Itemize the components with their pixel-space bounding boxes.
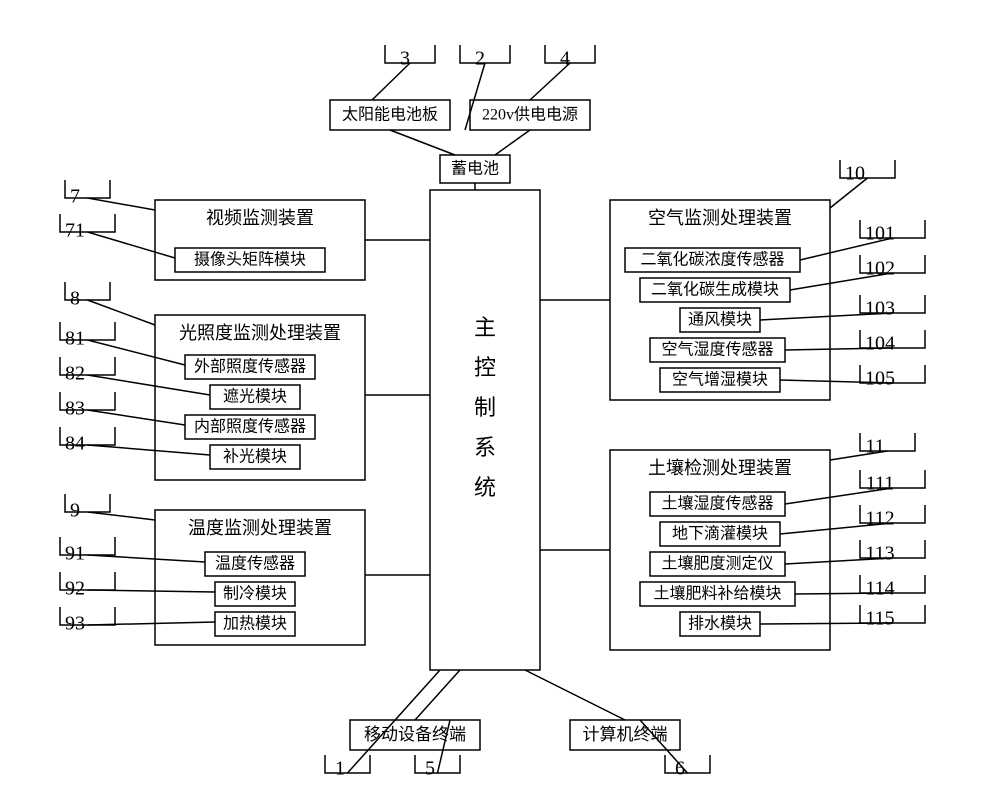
co2-sensor-label: 二氧化碳浓度传感器 [640, 251, 784, 269]
callout-bracket-6 [665, 755, 710, 773]
callout-num-6: 6 [675, 758, 685, 780]
vent-label: 通风模块 [688, 311, 752, 329]
ext-light-sensor-label: 外部照度传感器 [194, 358, 306, 376]
video-title: 视频监测装置 [206, 208, 314, 228]
conn-solar-battery [390, 130, 455, 155]
callout-num-103: 103 [865, 298, 895, 320]
central-label: 主 [474, 315, 496, 340]
callout-num-1: 1 [335, 758, 345, 780]
cam-matrix-label: 摄像头矩阵模块 [194, 251, 306, 269]
power220-label: 220v供电电源 [482, 106, 578, 124]
heating-label: 加热模块 [223, 615, 287, 633]
callout-num-92: 92 [65, 578, 85, 600]
fert-supply-label: 土壤肥料补给模块 [653, 584, 781, 603]
callout-num-111: 111 [866, 473, 895, 495]
callout-leader-83 [88, 410, 186, 425]
co2-gen-label: 二氧化碳生成模块 [651, 281, 779, 299]
callout-leader-7 [88, 198, 156, 210]
system-block-diagram: 主控制系统 太阳能电池板 220v供电电源蓄电池视频监测装置摄像头矩阵模块光照度监测… [0, 0, 1000, 806]
callout-num-101: 101 [865, 223, 895, 245]
callout-num-82: 82 [65, 363, 85, 385]
callout-leader-82 [88, 375, 211, 395]
central-label: 统 [474, 475, 496, 500]
solar-label: 太阳能电池板 [342, 106, 438, 124]
callout-num-9: 9 [70, 500, 80, 522]
temp-sensor-label: 温度传感器 [215, 555, 295, 573]
shade-label: 遮光模块 [223, 388, 287, 406]
callout-num-10: 10 [845, 163, 865, 185]
air-title: 空气监测处理装置 [648, 208, 792, 228]
callout-num-112: 112 [865, 508, 894, 530]
callout-bracket-1 [325, 755, 370, 773]
callout-leader-9 [88, 512, 156, 520]
soil-humid-sensor-label: 土壤湿度传感器 [661, 494, 773, 513]
callout-leader-81 [88, 340, 186, 365]
drip-label: 地下滴灌模块 [672, 525, 768, 543]
cooling-label: 制冷模块 [223, 585, 287, 603]
int-light-sensor-label: 内部照度传感器 [194, 418, 306, 436]
battery-label: 蓄电池 [451, 160, 499, 178]
callout-bracket-4 [545, 45, 595, 63]
callout-leader-8 [88, 300, 156, 325]
central-label: 系 [474, 435, 496, 460]
callout-num-113: 113 [865, 543, 894, 565]
fertility-label: 土壤肥度测定仪 [661, 554, 773, 573]
callout-num-7: 7 [70, 186, 80, 208]
conn-power220-battery [495, 130, 530, 155]
callout-num-93: 93 [65, 613, 85, 635]
soil-title: 土壤检测处理装置 [648, 458, 792, 478]
conn-computer-central [525, 670, 625, 720]
callout-num-83: 83 [65, 398, 85, 420]
callout-leader-84 [88, 445, 211, 455]
central-label: 控 [474, 355, 496, 380]
air [610, 200, 830, 400]
mobile-label: 移动设备终端 [364, 725, 466, 744]
central-label: 制 [474, 395, 496, 420]
callout-num-115: 115 [865, 608, 894, 630]
light-title: 光照度监测处理装置 [179, 323, 341, 343]
fill-light-label: 补光模块 [223, 448, 287, 466]
callout-num-5: 5 [425, 758, 435, 780]
callout-num-8: 8 [70, 288, 80, 310]
air-humid-sensor-label: 空气湿度传感器 [661, 341, 773, 359]
callout-num-71: 71 [65, 220, 85, 242]
callout-num-4: 4 [560, 48, 570, 70]
callout-num-3: 3 [400, 48, 410, 70]
callout-num-102: 102 [865, 258, 895, 280]
callout-num-2: 2 [475, 48, 485, 70]
callout-leader-71 [88, 232, 176, 258]
callout-bracket-2 [460, 45, 510, 63]
temp-title: 温度监测处理装置 [188, 518, 332, 538]
callout-num-81: 81 [65, 328, 85, 350]
callout-bracket-3 [385, 45, 435, 63]
conn-mobile-central [415, 670, 460, 720]
callout-num-114: 114 [865, 578, 894, 600]
callout-num-11: 11 [865, 436, 884, 458]
main-control [430, 190, 540, 670]
computer-label: 计算机终端 [583, 725, 668, 744]
callout-leader-91 [88, 555, 206, 562]
humidify-label: 空气增湿模块 [672, 371, 768, 389]
callout-num-91: 91 [65, 543, 85, 565]
callout-num-104: 104 [865, 333, 895, 355]
drain-label: 排水模块 [688, 615, 752, 633]
callout-num-105: 105 [865, 368, 895, 390]
callout-num-84: 84 [65, 433, 85, 455]
